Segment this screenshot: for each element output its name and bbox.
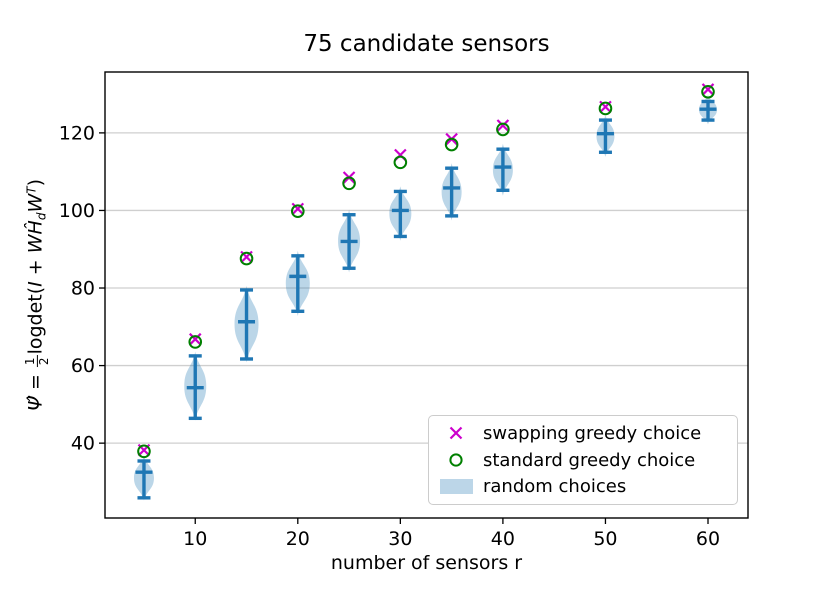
std-greedy-marker [444,137,459,152]
std-greedy-marker [188,335,203,349]
std-greedy-marker [496,122,510,137]
plus-sign: + [24,253,47,282]
legend-item-standard-greedy: standard greedy choice [429,447,737,474]
h-hat-symbol: Ĥ [24,220,47,235]
x-marker-icon [429,424,483,442]
axes-frame [104,71,749,519]
swap-greedy-marker [496,119,510,132]
y-tick-label: 40 [71,433,95,455]
chart-title: 75 candidate sensors [303,31,550,57]
std-greedy-marker [342,176,356,191]
std-greedy-marker [239,251,254,266]
fraction-numerator: 1 [22,355,38,368]
y-axis-label: Ψ̂ = 1 2 logdet(I + WĤdWT) [22,178,51,412]
close-paren: ) [24,178,47,187]
legend-item-random-choices: random choices [429,473,737,500]
std-greedy-marker [393,155,408,170]
equals-sign: = [24,368,47,397]
violin-patch-icon [429,479,483,495]
circle-marker-icon [429,451,483,469]
x-tick-label: 20 [286,528,310,550]
w-symbol: W [24,234,47,254]
y-tick-label: 60 [71,355,95,377]
std-greedy-marker [137,444,151,459]
legend-label: swapping greedy choice [483,422,702,444]
std-greedy-marker [701,84,715,99]
x-tick-label: 30 [388,528,412,550]
y-tick-label: 120 [59,122,95,144]
std-greedy-marker [290,204,305,219]
subscript-d: d [34,212,49,221]
std-greedy-marker [598,101,613,116]
x-tick-label: 40 [491,528,515,550]
y-tick-label: 100 [59,200,95,222]
swap-greedy-marker [701,83,715,96]
identity-symbol: I [24,281,47,287]
w-symbol-2: W [24,193,47,213]
legend: swapping greedy choice standard greedy c… [428,415,738,505]
legend-label: random choices [483,476,627,498]
x-tick-label: 50 [593,528,617,550]
legend-item-swapping-greedy: swapping greedy choice [429,420,737,447]
logdet-text: logdet( [24,286,47,355]
psi-hat-symbol: Ψ̂ [24,396,47,412]
superscript-t: T [24,186,39,194]
x-tick-label: 10 [183,528,207,550]
swap-greedy-marker [291,202,305,216]
x-tick-label: 60 [696,528,720,550]
fraction-denominator: 2 [36,357,51,366]
x-axis-label: number of sensors r [330,552,523,574]
swap-greedy-marker [188,332,202,346]
y-tick-label: 80 [71,278,95,300]
legend-label: standard greedy choice [483,449,696,471]
